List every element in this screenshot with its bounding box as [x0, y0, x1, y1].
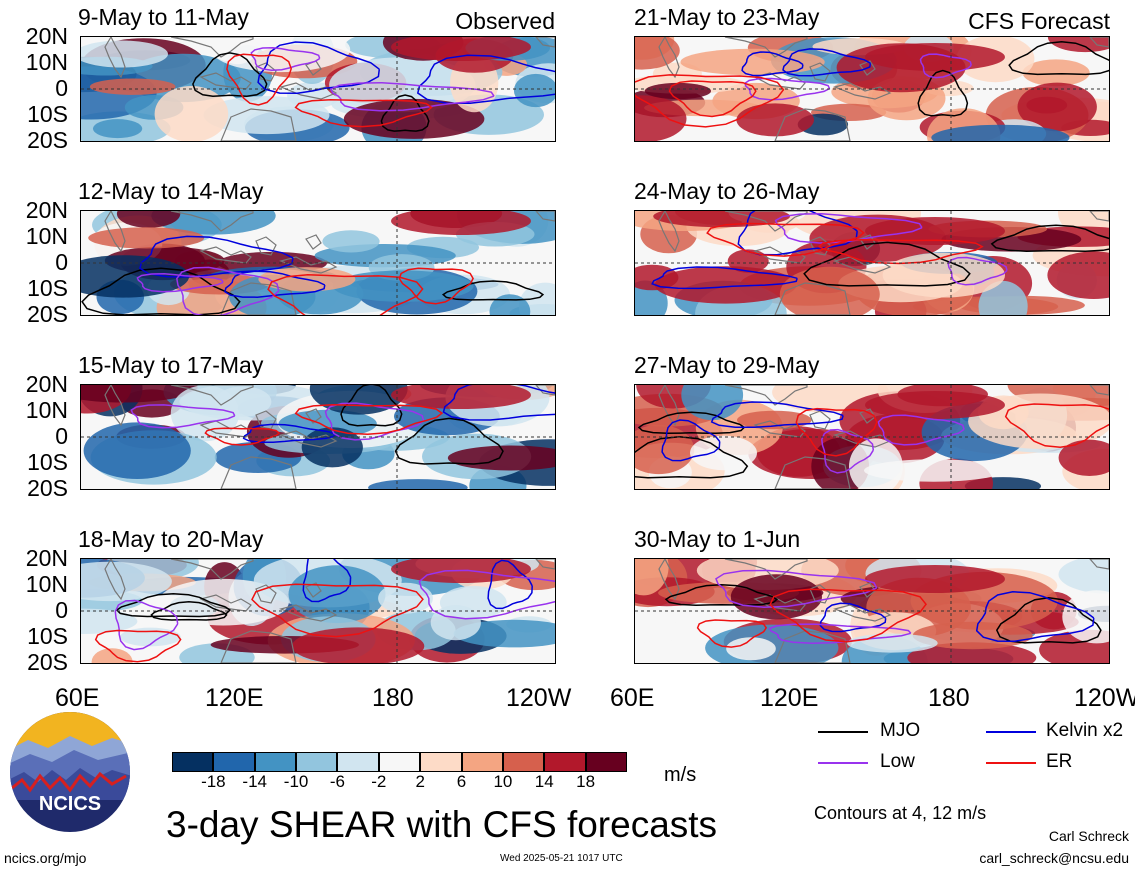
- lat-label: 0: [55, 423, 68, 449]
- lat-label: 10N: [25, 571, 68, 597]
- legend-line-low: [818, 762, 868, 764]
- colorbar-label: -18: [201, 772, 226, 791]
- lon-label-60e: 60E: [610, 684, 655, 712]
- colorbar-swatch: [544, 752, 586, 772]
- colorbar-label: -6: [329, 772, 346, 791]
- footer-timestamp: Wed 2025-05-21 1017 UTC: [500, 853, 623, 864]
- logo-text: NCICS: [39, 793, 101, 815]
- lat-label: 10S: [27, 275, 68, 301]
- contour-note: Contours at 4, 12 m/s: [814, 803, 987, 823]
- lat-label: 20N: [25, 371, 68, 397]
- shear-map-obs-3: [80, 384, 556, 490]
- panel-title: 18-May to 20-May: [78, 526, 264, 552]
- lon-label-180: 180: [372, 684, 414, 712]
- colorbar-label: 6: [456, 772, 467, 791]
- lat-label: 0: [55, 249, 68, 275]
- lat-label: 0: [55, 597, 68, 623]
- colorbar-swatch: [254, 752, 297, 772]
- panel-title: 27-May to 29-May: [634, 352, 820, 378]
- colorbar-label: -10: [283, 772, 309, 791]
- lon-label-120e: 120E: [760, 684, 819, 712]
- legend-line-er: [986, 762, 1036, 764]
- shear-map-fcst-1: [634, 36, 1110, 142]
- colorbar-swatch: [585, 752, 627, 772]
- lon-label-180: 180: [928, 684, 970, 712]
- footer-url[interactable]: ncics.org/mjo: [4, 850, 87, 866]
- panel-title: 21-May to 23-May: [634, 4, 820, 30]
- colorbar-swatch: [213, 752, 255, 772]
- footer-email[interactable]: carl_schreck@ncsu.edu: [979, 850, 1129, 866]
- colorbar-units: m/s: [664, 764, 697, 786]
- legend-line-kelvin: [986, 731, 1036, 733]
- lon-label-120e: 120E: [205, 684, 264, 712]
- colorbar-swatch: [378, 752, 421, 772]
- lat-label: 10S: [27, 623, 68, 649]
- lon-label-60e: 60E: [55, 684, 100, 712]
- colorbar: [172, 752, 627, 772]
- lat-label: 10S: [27, 449, 68, 475]
- panel-title: 24-May to 26-May: [634, 178, 820, 204]
- lon-label-120w: 120W: [1074, 684, 1135, 712]
- colorbar-swatch: [502, 752, 545, 772]
- colorbar-swatch: [337, 752, 379, 772]
- shear-map-fcst-4: [634, 558, 1110, 664]
- lat-label: 10N: [25, 223, 68, 249]
- panel-title: 9-May to 11-May: [78, 4, 249, 30]
- colorbar-label: -2: [371, 772, 387, 791]
- panel-title: 30-May to 1-Jun: [634, 526, 801, 552]
- lat-label: 0: [55, 75, 68, 101]
- lat-label: 20S: [27, 301, 68, 327]
- colorbar-label: 10: [493, 772, 513, 791]
- lat-label: 10N: [25, 49, 68, 75]
- legend-label-kelvin: Kelvin x2: [1046, 720, 1124, 741]
- panel-tag-observed: Observed: [455, 8, 555, 34]
- legend-label-low: Low: [880, 751, 915, 772]
- shear-map-obs-1: [80, 36, 556, 142]
- lon-label-120w: 120W: [506, 684, 572, 712]
- lat-label: 10S: [27, 101, 68, 127]
- lat-label: 20N: [25, 545, 68, 571]
- shear-map-fcst-3: [634, 384, 1110, 490]
- panel-title: 15-May to 17-May: [78, 352, 264, 378]
- colorbar-label: -14: [242, 772, 267, 791]
- legend-label-er: ER: [1046, 751, 1073, 772]
- lat-label: 20S: [27, 127, 68, 153]
- lat-label: 20N: [25, 23, 68, 49]
- lat-label: 20S: [27, 475, 68, 501]
- shear-map-obs-2: [80, 210, 556, 316]
- lat-label: 20S: [27, 649, 68, 675]
- panel-tag-forecast: CFS Forecast: [968, 8, 1110, 34]
- footer-author: Carl Schreck: [1048, 828, 1129, 844]
- colorbar-swatch: [296, 752, 338, 772]
- lat-label: 20N: [25, 197, 68, 223]
- shear-map-fcst-2: [634, 210, 1110, 316]
- colorbar-label: 18: [576, 772, 596, 791]
- colorbar-swatch: [461, 752, 503, 772]
- legend-label-mjo: MJO: [880, 720, 921, 741]
- shear-map-obs-4: [80, 558, 556, 664]
- colorbar-label: 2: [415, 772, 425, 791]
- colorbar-swatch: [420, 752, 462, 772]
- colorbar-label: 14: [534, 772, 554, 791]
- panel-title: 12-May to 14-May: [78, 178, 264, 204]
- lat-label: 10N: [25, 397, 68, 423]
- colorbar-swatch: [172, 752, 214, 772]
- figure-title: 3-day SHEAR with CFS forecasts: [166, 804, 718, 845]
- legend-line-mjo: [818, 731, 868, 733]
- ncics-logo: NCICS: [8, 710, 132, 834]
